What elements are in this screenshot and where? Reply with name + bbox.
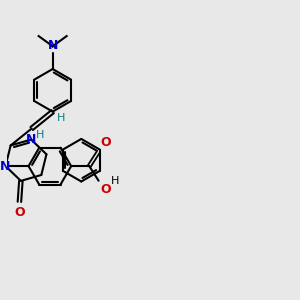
- Text: O: O: [100, 136, 111, 149]
- Text: N: N: [0, 160, 11, 172]
- Text: N: N: [47, 39, 58, 52]
- Text: N: N: [26, 133, 36, 146]
- Text: H: H: [56, 113, 65, 123]
- Text: H: H: [111, 176, 119, 186]
- Text: H: H: [35, 130, 44, 140]
- Text: O: O: [14, 206, 25, 219]
- Text: O: O: [100, 183, 111, 196]
